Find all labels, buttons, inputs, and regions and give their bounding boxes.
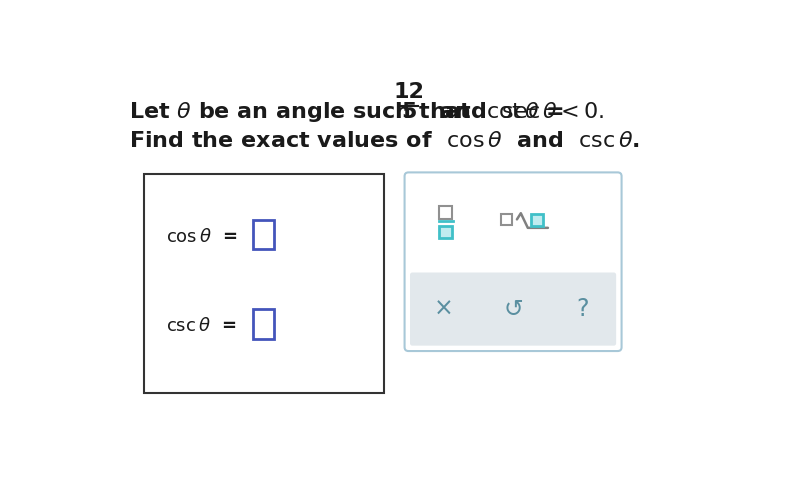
Text: 12: 12 (393, 82, 424, 102)
Text: $\mathrm{cos}\,\theta$  =: $\mathrm{cos}\,\theta$ = (166, 228, 246, 246)
Bar (439, 206, 452, 219)
Bar (531, 214, 543, 226)
Text: 5: 5 (401, 102, 416, 123)
Bar (502, 214, 512, 225)
Text: ↺: ↺ (503, 297, 523, 321)
Bar (144, 174, 385, 393)
Bar (253, 309, 274, 339)
FancyBboxPatch shape (410, 273, 616, 346)
Text: Find the exact values of  $\mathrm{cos}\,\theta$  and  $\mathrm{csc}\,\theta$.: Find the exact values of $\mathrm{cos}\,… (130, 131, 641, 151)
Text: $\mathrm{csc}\,\theta$  =: $\mathrm{csc}\,\theta$ = (166, 318, 245, 336)
Text: Let $\theta$ be an angle such that  $\mathrm{cot}\,\theta$ =: Let $\theta$ be an angle such that $\mat… (130, 100, 564, 124)
FancyBboxPatch shape (405, 172, 622, 351)
Text: and  $\mathrm{sec}\,\theta < 0.$: and $\mathrm{sec}\,\theta < 0.$ (424, 102, 605, 122)
Text: ×: × (434, 297, 453, 321)
Bar (253, 220, 274, 249)
Bar (439, 225, 452, 238)
Text: ?: ? (577, 297, 589, 321)
